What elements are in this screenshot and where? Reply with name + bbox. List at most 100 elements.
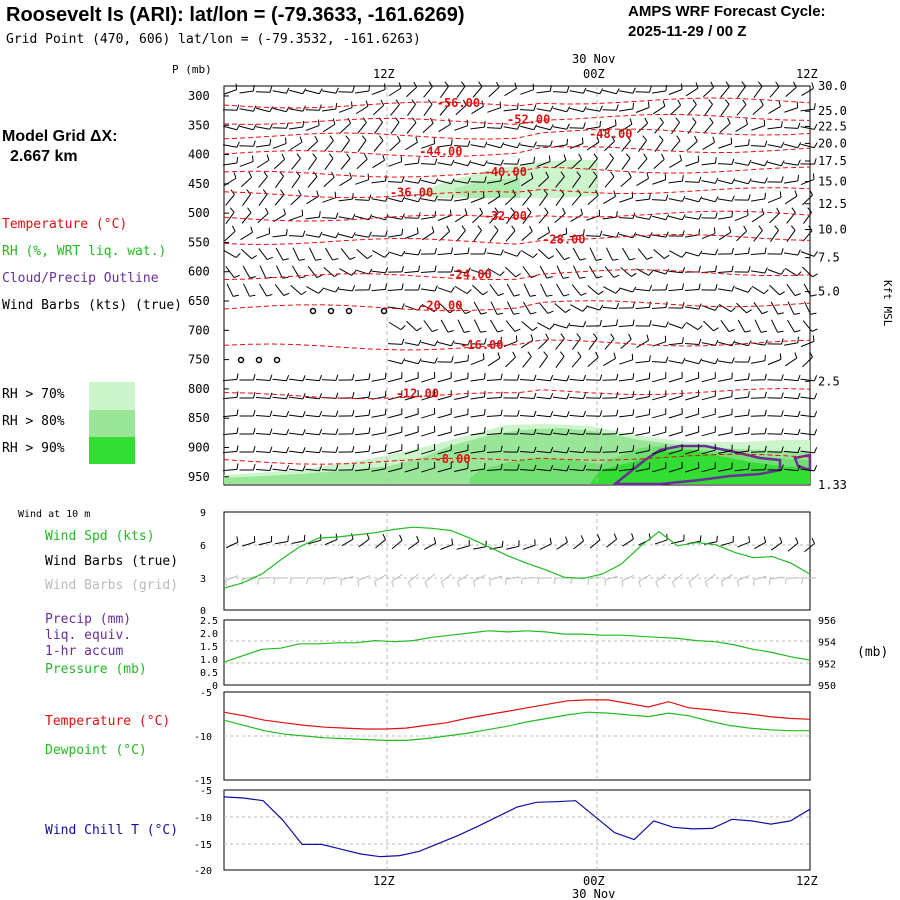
xs-barb-3-33-feather [780, 141, 785, 148]
xs-barb-9-16-feather [500, 249, 504, 256]
calm-wind-markers [237, 307, 388, 364]
xs-barb-10-32-staff [751, 270, 765, 274]
xs-barb-10-5 [307, 266, 323, 278]
xs-barb-1-10 [390, 99, 400, 116]
xs-barb-12-23-staff [602, 306, 617, 310]
xs-barb-5-5-feather [313, 171, 318, 177]
xs-barb-18-21-feather [583, 410, 587, 417]
xs-barb-16-34-feather [797, 374, 801, 381]
xs-barb-8-17-staff [505, 230, 516, 242]
xs-barb-7-4-staff [289, 215, 303, 221]
xs-barb-10-10 [387, 265, 404, 273]
xs-barb-15-24 [619, 353, 634, 365]
xs-barb-17-27-staff [668, 395, 683, 401]
xs-barb-3-18-staff [520, 144, 534, 148]
xs-barb-5-23-staff [604, 176, 615, 188]
xs-barb-18-20-feather [566, 411, 570, 418]
xs-barb-7-20-staff [554, 212, 566, 224]
barbgrid-23 [604, 575, 618, 586]
barb10m-34 [787, 537, 799, 552]
xs-barb-8-17 [505, 225, 516, 242]
xs-barb-13-27-feather [681, 323, 686, 329]
barbgrid-31-staff [737, 574, 750, 582]
barbgrid-7 [340, 576, 354, 586]
xs-barb-6-27-feather [681, 195, 686, 202]
xs-barb-6-7-feather [351, 193, 354, 200]
xs-barb-4-26 [653, 153, 665, 170]
xs-barb-2-18-staff [520, 125, 534, 131]
xs-barb-8-10-staff [388, 234, 402, 238]
xs-barb-8-27-feather [682, 230, 685, 237]
xs-barb-14-15 [470, 338, 487, 345]
xs-barb-15-29 [701, 358, 719, 365]
xs-barb-19-11-staff [404, 431, 419, 437]
xs-barb-20-12 [421, 443, 436, 455]
xs-barb-8-11-staff [404, 233, 419, 239]
xs-barb-3-31 [734, 139, 750, 148]
xs-barb-12-28-feather [698, 303, 702, 310]
xs-barb-3-15-feather [483, 141, 488, 148]
xs-barb-4-35 [800, 158, 817, 165]
height-tick-7: 10.0 [818, 223, 847, 237]
xs-barb-0-15-feather [478, 81, 483, 87]
xs-barb-16-18-feather [533, 374, 537, 381]
xs-barb-18-17-feather [517, 410, 520, 417]
xs-barb-12-21 [570, 304, 588, 312]
xs-barb-18-29-staff [701, 413, 716, 419]
xs-barb-18-26-staff [652, 413, 666, 419]
xs-barb-17-34-feather [797, 392, 801, 399]
xs-barb-6-22 [587, 189, 599, 206]
height-tick-11: 1.33 [818, 478, 847, 492]
xs-barb-4-28 [685, 155, 700, 167]
xs-barb-8-5-feather [318, 231, 323, 238]
xs-barb-2-33 [767, 121, 783, 130]
pressure-tick-550: 550 [188, 235, 210, 249]
xs-barb-10-25-feather [648, 270, 654, 276]
xs-barb-2-19 [536, 124, 554, 131]
xs-barb-4-6-feather [328, 153, 334, 159]
pressure-tick-400: 400 [188, 148, 210, 162]
xs-barb-10-33-staff [767, 269, 782, 275]
xs-barb-12-20 [554, 303, 571, 313]
xs-barb-15-13-feather [451, 356, 454, 363]
xs-barb-8-15 [473, 225, 482, 242]
temp-ytick-5: -5 [200, 688, 212, 699]
xs-barb-18-33 [767, 410, 784, 417]
xs-barb-19-31-feather [747, 427, 750, 434]
xs-barb-15-18 [522, 351, 532, 368]
calm-circle-6 [273, 356, 281, 364]
xs-barb-14-31 [734, 340, 752, 347]
xs-barb-2-26-feather [659, 117, 664, 123]
xs-barb-15-26-staff [651, 361, 667, 363]
xs-barb-2-31-feather [745, 118, 748, 125]
xs-barb-15-29-staff [701, 359, 716, 365]
barb10m-8-feather [366, 533, 370, 540]
xs-barb-14-21 [572, 333, 581, 351]
xs-barb-20-12-staff [421, 449, 435, 455]
xs-barb-19-9 [371, 426, 387, 436]
chill-ytick-10: -10 [194, 813, 212, 824]
wind-panel-frame [223, 511, 811, 611]
xs-barb-1-30 [720, 99, 730, 116]
top-time-label-1: 12Z [373, 67, 395, 81]
xs-barb-3-15-staff [470, 144, 485, 148]
xs-barb-15-33-staff [767, 358, 782, 366]
xs-barb-4-5-feather [312, 153, 317, 159]
xs-barb-20-34-feather [797, 446, 801, 453]
xs-barb-7-34 [786, 207, 796, 224]
barbgrid-9-feather [374, 581, 377, 588]
xs-barb-2-3-feather [286, 122, 289, 129]
xs-barb-4-3-staff [274, 158, 285, 170]
xs-barb-9-12 [420, 247, 437, 255]
xs-barb-16-8-staff [354, 378, 370, 382]
barbgrid-0 [225, 575, 239, 587]
xs-barb-13-28 [685, 321, 703, 331]
xs-barb-16-22-feather [599, 374, 603, 381]
xs-barb-20-25-staff [635, 450, 650, 454]
xs-barb-11-16-feather [497, 292, 504, 297]
xs-barb-4-23-staff [605, 158, 614, 170]
xs-barb-1-6-feather [335, 102, 338, 110]
xs-barb-21-31-staff [734, 468, 749, 472]
xs-barb-7-16-feather [494, 207, 499, 213]
xs-barb-2-7-feather [347, 117, 352, 124]
